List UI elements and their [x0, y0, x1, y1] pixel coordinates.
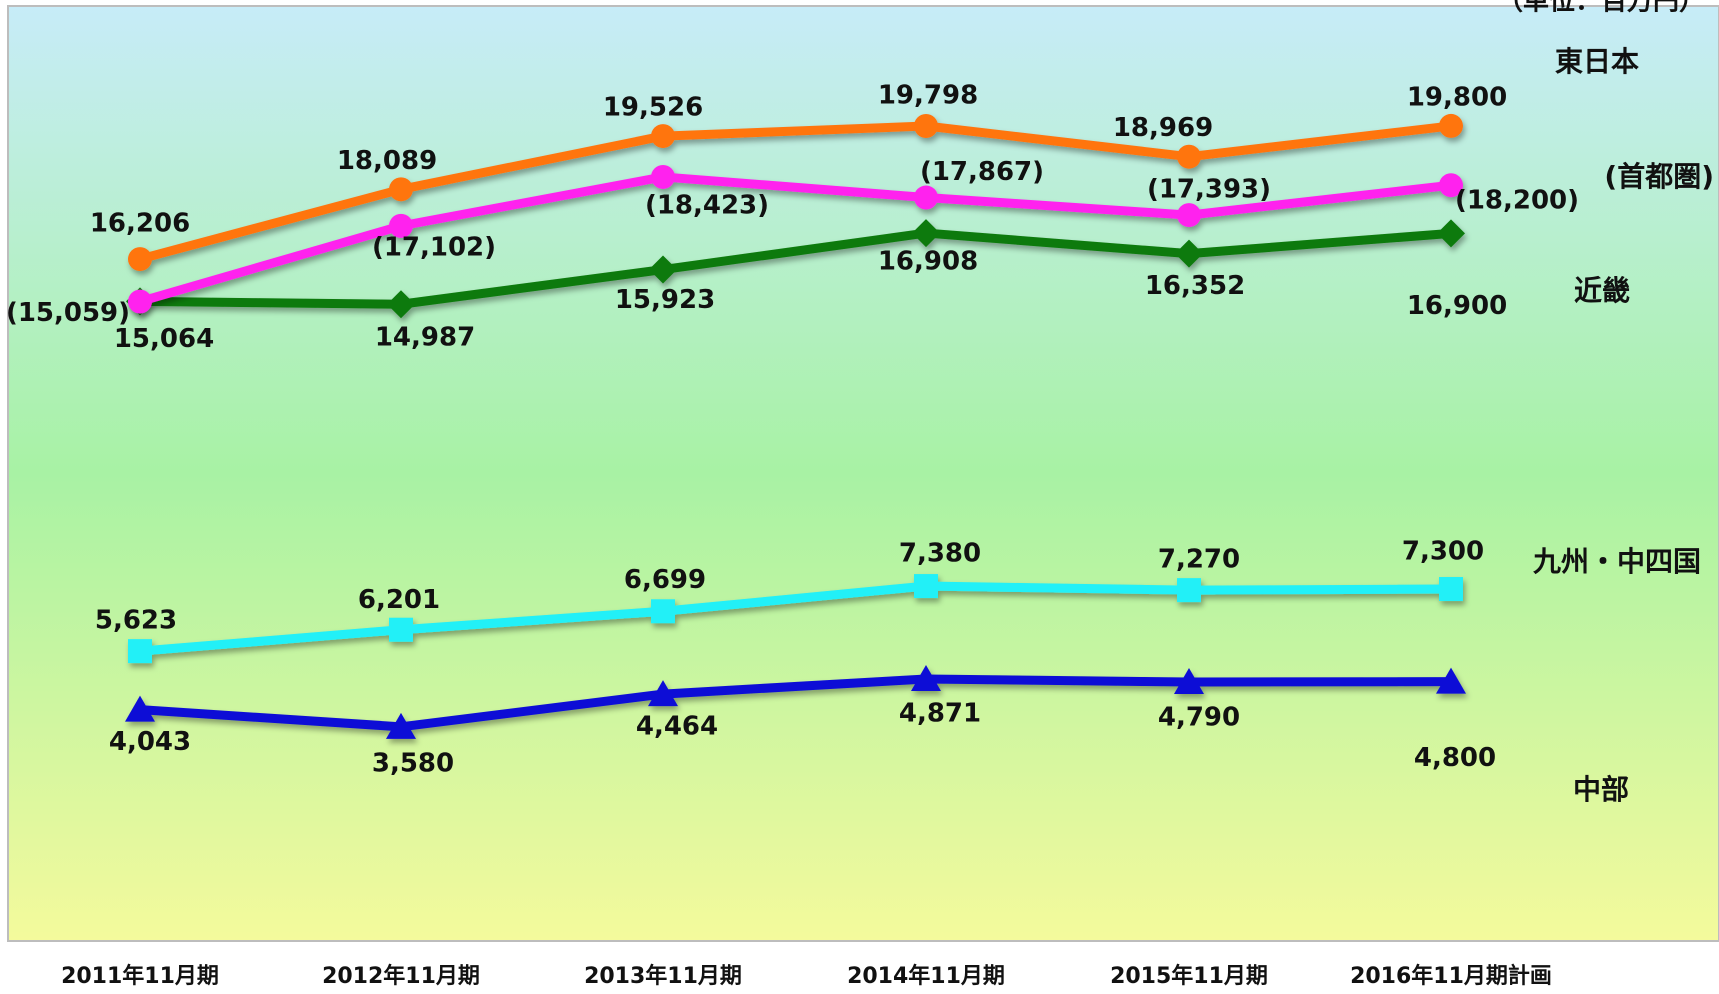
series-2-data-label-3: (18,423): [645, 190, 769, 220]
series-1-name-label: 東日本: [1555, 45, 1639, 78]
x-tick-label-1: 2011年11月期: [61, 963, 219, 989]
series-2-data-label-5: (17,393): [1147, 175, 1271, 205]
series-1-data-label-1: 16,206: [90, 209, 190, 239]
x-tick-label-5: 2015年11月期: [1110, 963, 1268, 989]
series-2-data-label-2: (17,102): [372, 232, 496, 262]
series-1-point-4: [914, 114, 938, 138]
series-5-data-label-4: 4,871: [899, 699, 981, 729]
series-4-data-label-5: 7,270: [1158, 545, 1240, 575]
series-4-data-label-6: 7,300: [1402, 537, 1484, 567]
x-tick-label-3: 2013年11月期: [584, 963, 742, 989]
series-5-data-label-3: 4,464: [636, 712, 718, 742]
series-3-data-label-3: 15,923: [615, 285, 715, 315]
series-3-data-label-1: 15,064: [114, 324, 214, 354]
series-3-line: [139, 228, 1452, 309]
series-2-name-label: (首都圏): [1604, 160, 1714, 193]
series-3-point-3: [649, 255, 677, 284]
series-2-point-5: [1177, 203, 1201, 228]
x-tick-label-6: 2016年11月期計画: [1350, 963, 1552, 989]
series-2-line: [138, 172, 1452, 306]
plot-area-background: [7, 5, 1719, 942]
series-4-point-4: [914, 574, 938, 599]
series-4-name-label: 九州・中四国: [1533, 545, 1701, 578]
series-1-data-label-4: 19,798: [878, 81, 978, 111]
series-5-point-4: [911, 665, 941, 691]
series-5-point-2: [386, 712, 416, 739]
series-1-data-label-5: 18,969: [1113, 113, 1213, 143]
x-tick-label-2: 2012年11月期: [322, 963, 480, 989]
series-1-point-2: [389, 177, 413, 202]
series-1-data-label-2: 18,089: [337, 146, 437, 176]
series-2-group: [128, 164, 1463, 314]
series-1-point-5: [1177, 144, 1201, 169]
series-4-data-label-3: 6,699: [624, 565, 706, 595]
series-5-data-label-5: 4,790: [1158, 703, 1240, 733]
series-4-point-6: [1439, 577, 1463, 602]
series-4-data-label-1: 5,623: [95, 606, 177, 636]
x-axis-labels: 2011年11月期 2012年11月期 2013年11月期 2014年11月期 2015…: [61, 963, 1552, 989]
series-3-data-label-5: 16,352: [1145, 271, 1245, 301]
series-2-data-label-1: (15,059): [6, 298, 130, 328]
series-5-point-1: [125, 695, 155, 722]
series-2-data-label-4: (17,867): [920, 157, 1044, 187]
series-3-data-label-4: 16,908: [878, 247, 978, 277]
series-layer: [125, 113, 1466, 739]
series-3-name-label: 近畿: [1574, 274, 1630, 307]
series-5-point-6: [1436, 667, 1466, 694]
series-4-point-2: [389, 617, 413, 642]
series-4-line: [139, 581, 1452, 656]
data-label-layer: 16,206 18,089 19,526 19,798 18,969 19,800 東日本 (…: [6, 45, 1714, 806]
series-3-point-5: [1175, 239, 1203, 268]
series-3-point-2: [387, 290, 415, 319]
series-2-point-1: [128, 289, 152, 314]
series-2-point-6: [1439, 173, 1463, 198]
series-5-data-label-1: 4,043: [109, 727, 191, 757]
series-1-point-3: [651, 124, 675, 149]
series-1-data-label-6: 19,800: [1407, 82, 1507, 112]
series-4-data-label-4: 7,380: [899, 539, 981, 569]
series-4-data-label-2: 6,201: [358, 585, 440, 615]
series-2-data-label-6: (18,200): [1455, 186, 1579, 216]
x-tick-label-4: 2014年11月期: [847, 963, 1005, 989]
series-3-group: [126, 219, 1465, 319]
series-1-point-6: [1439, 113, 1463, 138]
series-5-point-3: [648, 680, 678, 707]
series-3-point-6: [1437, 219, 1465, 248]
series-1-group: [128, 113, 1463, 272]
series-5-data-label-6: 4,800: [1414, 743, 1496, 773]
series-5-point-5: [1174, 668, 1204, 695]
series-1-line: [138, 121, 1452, 264]
series-3-point-4: [912, 219, 940, 248]
series-4-point-1: [128, 639, 152, 664]
series-1-point-1: [128, 247, 152, 272]
unit-label: （単位：百万円）: [1497, 0, 1705, 17]
series-2-point-4: [914, 185, 938, 210]
series-5-data-label-2: 3,580: [372, 748, 454, 778]
series-5-line: [139, 674, 1452, 732]
series-4-point-3: [651, 599, 675, 624]
series-3-data-label-6: 16,900: [1407, 291, 1507, 321]
series-2-point-2: [389, 213, 413, 238]
series-2-point-3: [651, 164, 675, 189]
series-5-name-label: 中部: [1573, 773, 1629, 806]
series-1-data-label-3: 19,526: [603, 93, 703, 123]
series-3-data-label-2: 14,987: [375, 323, 475, 353]
series-4-group: [128, 574, 1463, 664]
series-4-point-5: [1177, 578, 1201, 603]
series-5-group: [125, 665, 1466, 739]
